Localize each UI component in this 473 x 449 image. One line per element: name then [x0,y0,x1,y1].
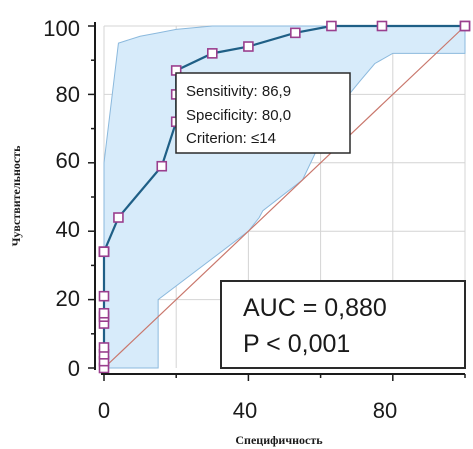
data-point [290,27,301,39]
x-tick-label-40: 40 [233,398,257,423]
reference-line [103,25,466,369]
y-tick-label-0: 0 [68,356,80,381]
data-point [98,246,110,258]
y-tick-label-100: 100 [43,16,80,41]
x-tick-labels: 0 40 80 [98,398,397,423]
data-point [459,20,471,32]
x-ticks [103,374,466,381]
tooltip-box: Sensitivity: 86,9 Specificity: 80,0 Crit… [175,72,351,154]
y-ticks [88,25,95,369]
y-axis-title: Чувствительность [9,145,23,246]
x-tick-label-0: 0 [98,398,110,423]
data-point [98,290,110,302]
data-point [113,212,124,223]
data-point [156,160,168,172]
auc-annotation-background [220,280,466,369]
x-axis-title: Специфичность [235,433,323,447]
y-tick-label-20: 20 [56,286,80,311]
y-tick-label-40: 40 [56,217,80,242]
data-point [98,307,110,319]
data-point [376,20,388,32]
data-point [243,41,254,52]
y-tick-labels: 0 20 40 60 80 100 [43,16,80,381]
auc-annotation-box: AUC = 0,880 P < 0,001 [220,280,466,369]
auc-value: AUC = 0,880 [243,294,387,322]
tooltip-sensitivity: Sensitivity: 86,9 [186,83,291,100]
tooltip-specificity: Specificity: 80,0 [186,107,291,124]
tooltip-criterion: Criterion: ≤14 [186,130,276,147]
x-tick-label-80: 80 [373,398,397,423]
y-tick-label-80: 80 [56,82,80,107]
p-value: P < 0,001 [243,330,350,358]
data-point [207,48,218,59]
data-point [98,342,110,353]
tooltip-background [175,72,351,154]
y-tick-label-60: 60 [56,148,80,173]
data-point [326,20,337,32]
